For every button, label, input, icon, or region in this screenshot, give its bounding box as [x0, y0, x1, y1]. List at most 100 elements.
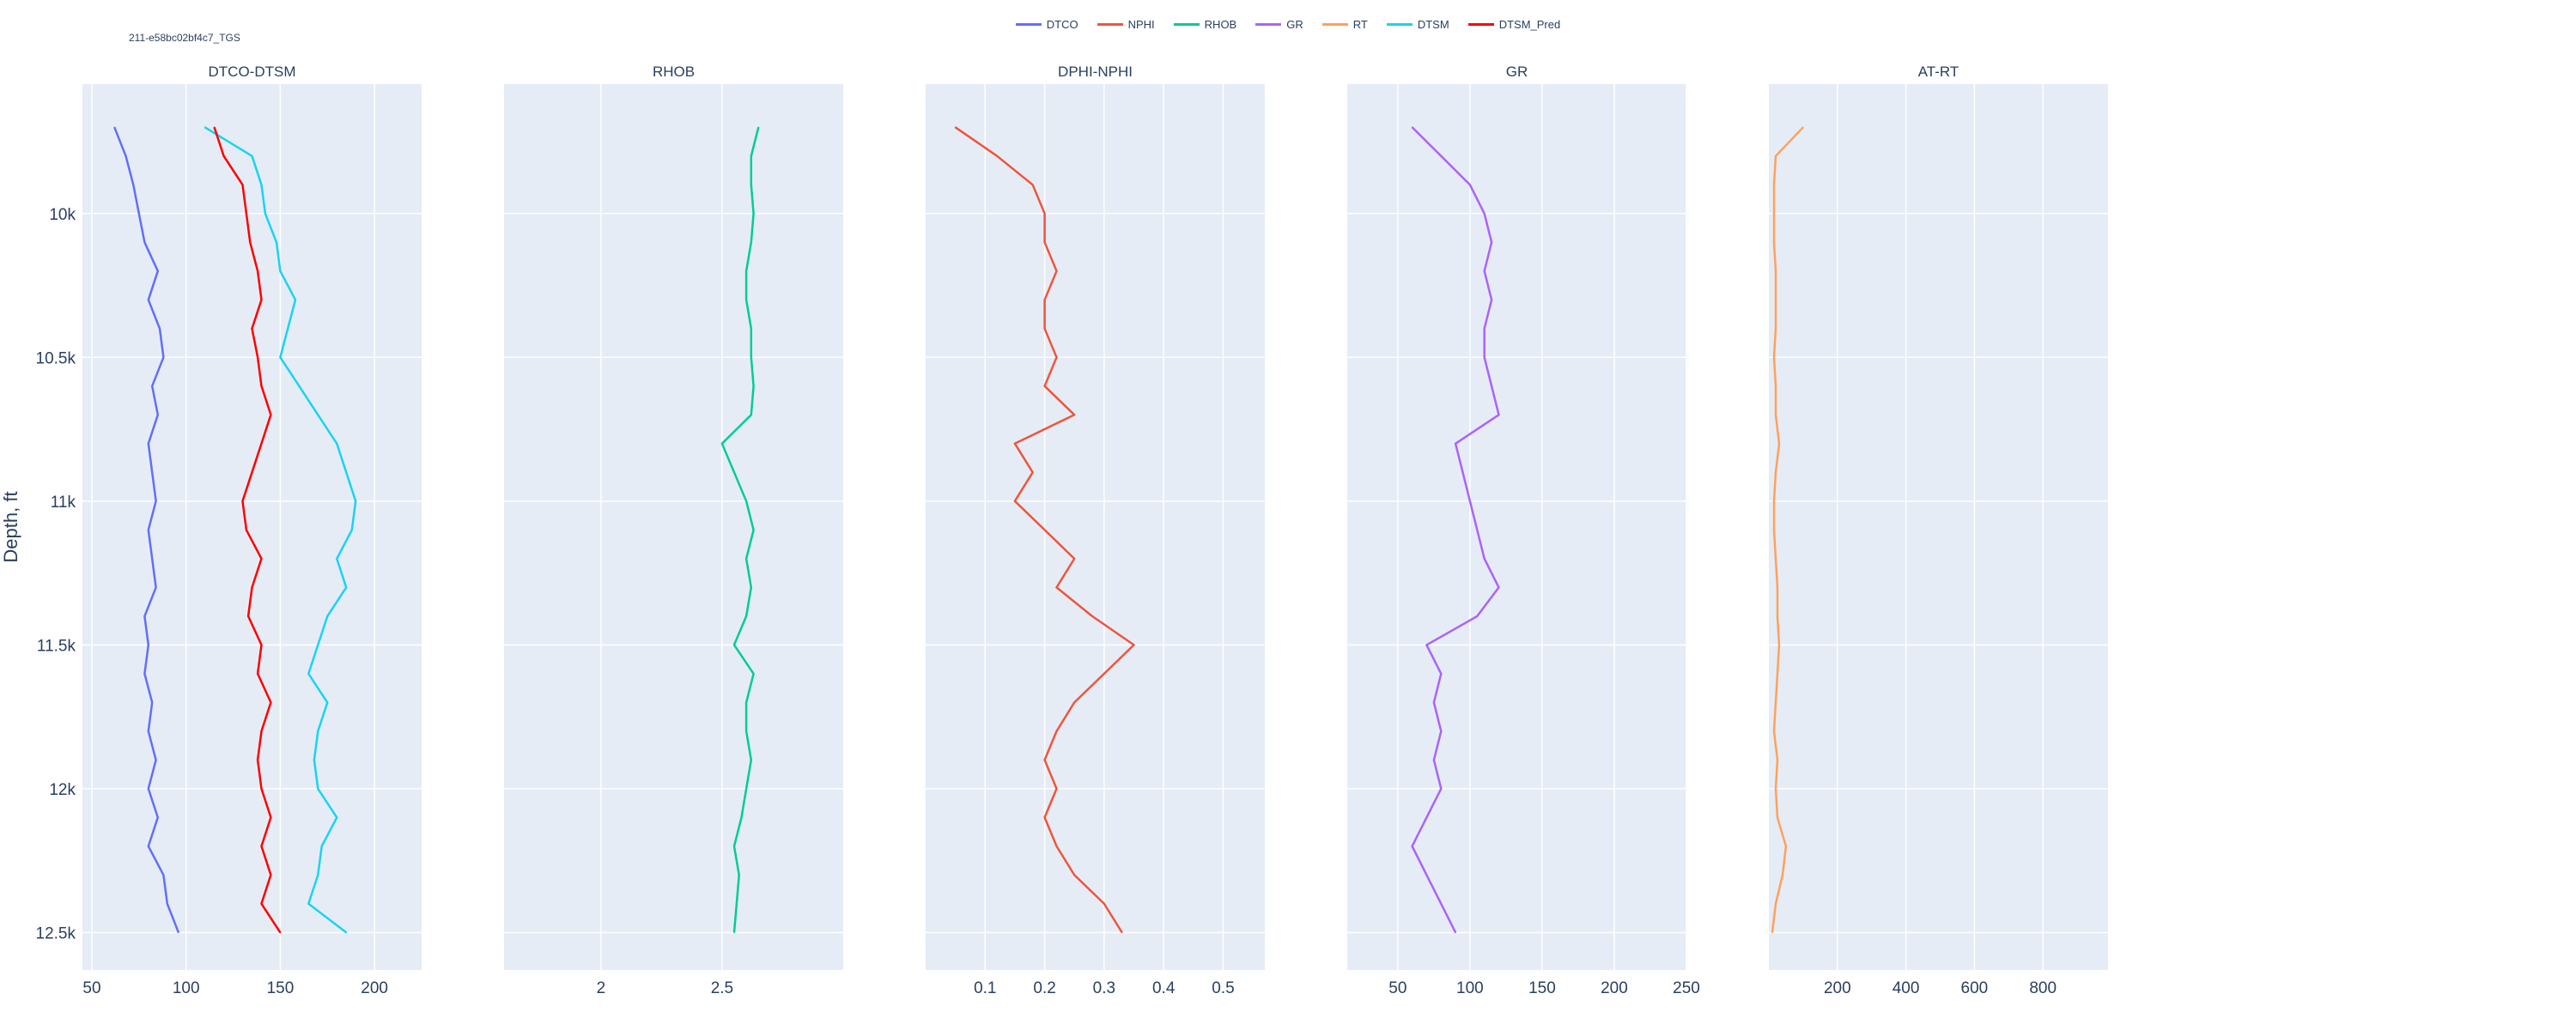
legend-item-rt[interactable]: RT [1321, 18, 1368, 31]
data-point-gr [1483, 356, 1485, 359]
x-tick-label: 600 [1961, 979, 1989, 997]
data-point-dtco [151, 385, 153, 387]
data-point-dtco [157, 270, 159, 272]
data-point-dtco [143, 615, 146, 617]
data-point-dtsm-pred [222, 155, 225, 157]
data-point-rt [1785, 845, 1787, 847]
x-tick-label: 200 [1824, 979, 1851, 997]
data-point-rt [1782, 874, 1783, 876]
legend-item-dtco[interactable]: DTCO [1015, 18, 1078, 31]
legend-swatch [1173, 22, 1200, 26]
data-point-nphi [1043, 328, 1046, 330]
data-point-gr [1440, 673, 1443, 675]
data-point-dtsm [320, 845, 323, 847]
x-tick-label: 100 [1456, 979, 1484, 997]
data-point-rhob [752, 213, 755, 215]
data-point-dtsm [298, 385, 301, 387]
data-point-dtsm-pred [270, 816, 272, 819]
legend-swatch [1097, 22, 1123, 26]
data-point-dtsm-pred [257, 356, 258, 359]
data-point-dtsm-pred [260, 299, 263, 301]
legend-swatch [1015, 22, 1042, 26]
x-tick-label: 0.4 [1152, 979, 1176, 997]
data-point-gr [1476, 615, 1479, 617]
data-point-dtsm-pred [260, 644, 263, 646]
data-point-dtsm [317, 788, 319, 790]
data-point-rt [1773, 356, 1775, 359]
track-at-rt: 200 400 600 800 AT-RT [1769, 64, 2108, 997]
data-point-rhob [733, 644, 735, 646]
data-point-gr [1491, 241, 1492, 244]
data-point-gr [1491, 299, 1492, 301]
data-point-rhob [750, 586, 752, 589]
data-point-rhob [750, 241, 752, 244]
data-point-rt [1773, 184, 1775, 186]
data-point-gr [1411, 126, 1413, 129]
data-point-dtsm-pred [270, 414, 272, 416]
data-point-rt [1802, 126, 1804, 129]
track-background [926, 84, 1265, 970]
data-point-rt [1775, 471, 1777, 474]
y-tick-label: 10k [49, 206, 76, 224]
chart-legend[interactable]: DTCO NPHI RHOB GR RT DTSM DTSM_Pred [0, 14, 2576, 34]
data-point-dtco [143, 673, 146, 675]
legend-item-dtsm[interactable]: DTSM [1386, 18, 1449, 31]
data-point-gr [1425, 816, 1428, 819]
data-point-gr [1483, 328, 1485, 330]
data-point-rhob [733, 471, 735, 474]
data-point-dtsm [326, 701, 329, 704]
data-point-nphi [1055, 586, 1058, 589]
y-tick-label: 10.5k [36, 349, 76, 367]
data-point-gr [1440, 730, 1443, 732]
legend-label: DTSM_Pred [1498, 17, 1561, 31]
x-tick-label: 150 [1528, 979, 1556, 997]
data-point-gr [1440, 903, 1443, 905]
legend-item-nphi[interactable]: NPHI [1097, 18, 1155, 31]
y-axis-label: Depth, ft [0, 491, 21, 562]
data-point-dtsm-pred [260, 558, 263, 560]
data-point-nphi [1055, 845, 1058, 847]
data-point-rhob [757, 126, 760, 129]
legend-item-gr[interactable]: GR [1255, 18, 1303, 31]
data-point-dtsm-pred [246, 529, 247, 531]
data-point-dtsm [279, 356, 282, 359]
track-title: RHOB [653, 64, 695, 80]
data-point-rhob [750, 356, 752, 359]
data-point-nphi [1043, 816, 1046, 819]
data-point-dtsm [345, 931, 348, 934]
data-point-nphi [1043, 385, 1046, 387]
legend-label: RHOB [1204, 17, 1237, 31]
data-point-rt [1775, 701, 1777, 704]
data-point-rhob [752, 673, 755, 675]
data-point-gr [1440, 155, 1443, 157]
data-point-dtsm [251, 155, 253, 157]
data-point-rt [1775, 270, 1777, 272]
data-point-nphi [1055, 356, 1058, 359]
data-point-dtco [132, 184, 135, 186]
legend-swatch [1386, 22, 1413, 26]
data-point-rt [1775, 385, 1777, 387]
data-point-rt [1775, 299, 1777, 301]
data-point-dtsm [345, 586, 348, 589]
legend-item-dtsm-pred[interactable]: DTSM_Pred [1467, 17, 1561, 31]
legend-swatch [1255, 22, 1282, 26]
data-point-dtsm [317, 414, 319, 416]
x-tick-label: 0.1 [974, 979, 996, 997]
figure-id-label: 211-e58bc02bf4c7_TGS [129, 32, 240, 44]
data-point-nphi [1043, 759, 1046, 761]
data-point-dtsm-pred [251, 471, 253, 474]
data-point-dtsm [336, 816, 338, 819]
data-point-nphi [1031, 471, 1034, 474]
data-point-gr [1411, 845, 1413, 847]
data-point-dtsm [336, 558, 338, 560]
x-tick-label: 2 [597, 979, 606, 997]
data-point-dtco [157, 414, 159, 416]
track-dtco-dtsm: 50 100 150 200 DTCO-DTSM [82, 64, 422, 997]
legend-item-rhob[interactable]: RHOB [1173, 17, 1237, 31]
data-point-rt [1778, 644, 1780, 646]
data-point-rt [1775, 788, 1777, 790]
data-point-gr [1433, 759, 1435, 761]
data-point-nphi [1055, 270, 1058, 272]
data-point-gr [1455, 931, 1456, 934]
data-point-dtsm [264, 213, 266, 215]
